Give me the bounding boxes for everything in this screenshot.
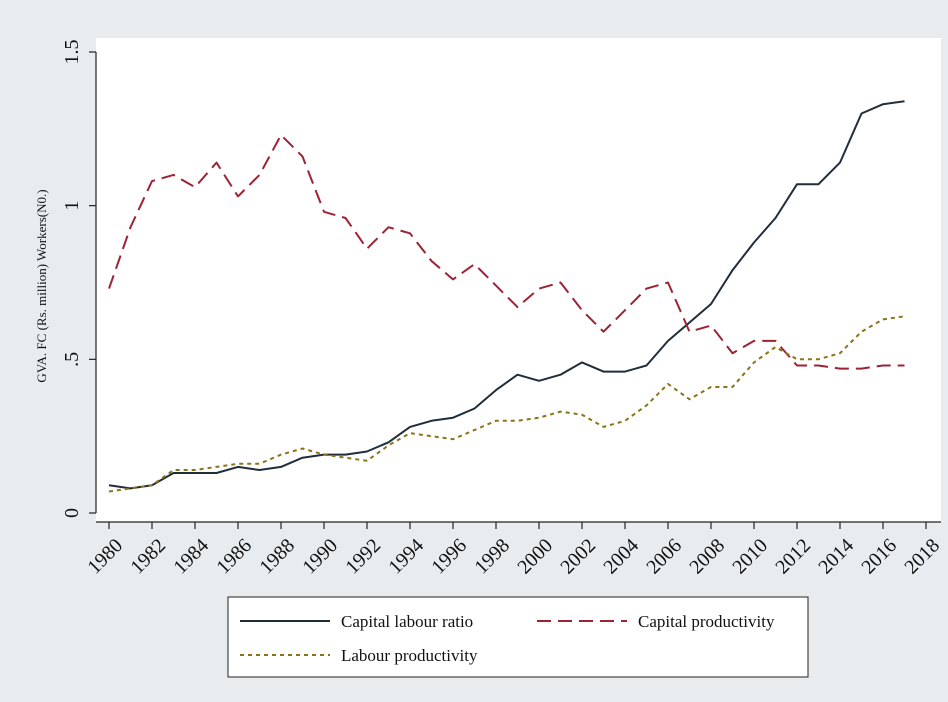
legend-label-labour-productivity: Labour productivity — [341, 646, 478, 665]
series-line-capital-productivity — [108, 134, 905, 370]
series-layer — [108, 100, 905, 493]
y-tick-label: .5 — [61, 352, 83, 367]
series-line-capital-labour-ratio — [108, 100, 905, 490]
y-tick-label: 0 — [61, 508, 83, 518]
legend-label-capital-labour-ratio: Capital labour ratio — [341, 612, 473, 631]
y-axis: 0 .5 1 1.5 — [61, 40, 97, 518]
y-axis-title: GVA. FC (Rs. million) Workers(N0.) — [34, 189, 49, 382]
legend-box — [227, 596, 809, 678]
series-line-labour-productivity — [108, 315, 905, 493]
y-tick-label: 1 — [61, 201, 83, 211]
legend-label-capital-productivity: Capital productivity — [638, 612, 775, 631]
legend: Capital labour ratio Capital productivit… — [227, 596, 809, 678]
y-tick-label: 1.5 — [61, 40, 83, 65]
plot-area — [96, 38, 941, 522]
